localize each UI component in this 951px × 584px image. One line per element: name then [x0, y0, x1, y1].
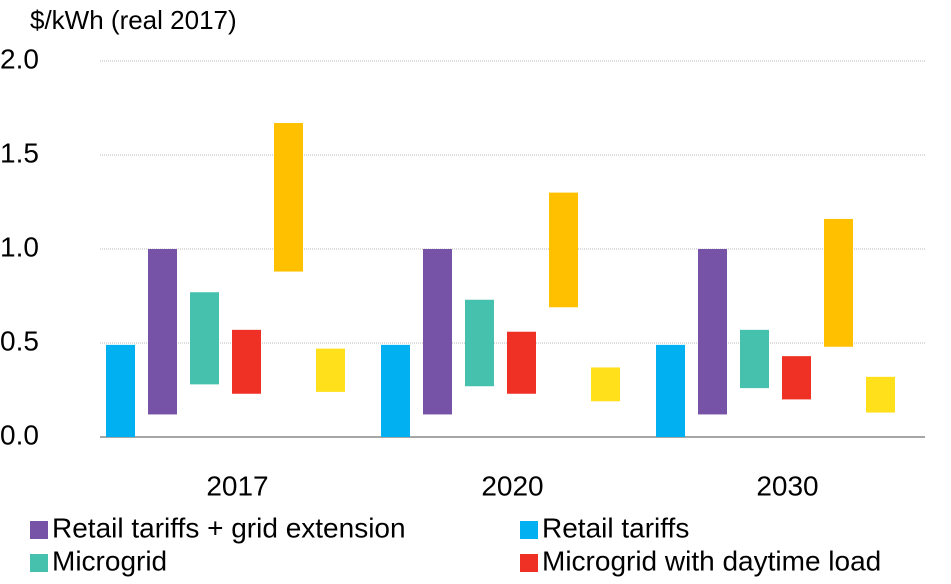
bar: [148, 249, 177, 415]
legend-label: Retail tariffs + grid extension: [52, 512, 406, 543]
bar: [549, 192, 578, 308]
y-axis-label: $/kWh (real 2017): [30, 5, 237, 35]
bar: [190, 292, 219, 385]
y-tick-label: 0.5: [0, 325, 39, 356]
bar: [316, 348, 345, 392]
bar: [656, 344, 685, 437]
x-tick-label: 2017: [206, 470, 268, 501]
y-tick-label: 0.0: [0, 419, 39, 450]
legend-label: Retail tariffs: [542, 512, 689, 543]
x-tick-label: 2030: [756, 470, 818, 501]
y-tick-label: 1.5: [0, 137, 39, 168]
bar: [824, 218, 853, 347]
bar: [232, 329, 261, 394]
bar: [423, 249, 452, 415]
legend-swatch: [30, 554, 48, 572]
legend-swatch: [520, 554, 538, 572]
y-tick-label: 1.0: [0, 231, 39, 262]
y-tick-label: 2.0: [0, 43, 39, 74]
bar: [782, 356, 811, 400]
bar: [866, 376, 895, 413]
bar: [274, 123, 303, 272]
legend-swatch: [520, 521, 538, 539]
bar: [465, 299, 494, 387]
bar: [507, 331, 536, 394]
x-tick-label: 2020: [481, 470, 543, 501]
bar: [698, 249, 727, 415]
bar: [591, 367, 620, 402]
legend-swatch: [30, 521, 48, 539]
bar: [740, 329, 769, 389]
legend-label: Microgrid: [52, 545, 167, 576]
legend-label: Microgrid with daytime load: [542, 545, 881, 576]
bar: [381, 344, 410, 437]
bar: [106, 344, 135, 437]
